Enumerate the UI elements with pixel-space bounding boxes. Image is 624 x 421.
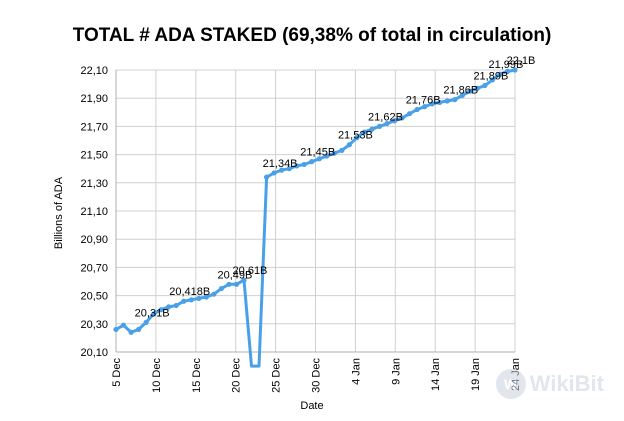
data-point <box>429 101 435 107</box>
data-point <box>196 295 202 302</box>
x-tick-label: 4 Jan <box>350 358 362 385</box>
data-point <box>489 77 496 83</box>
data-point <box>354 135 360 141</box>
data-point <box>166 304 172 310</box>
y-tick-label: 21,50 <box>80 150 108 162</box>
data-label: 20,49B <box>217 269 252 281</box>
series-layer <box>113 67 518 368</box>
data-point <box>414 106 420 113</box>
y-tick-label: 21,30 <box>80 178 108 190</box>
x-tick-label: 9 Jan <box>390 358 402 385</box>
data-point <box>151 311 157 317</box>
data-point <box>218 285 224 292</box>
x-tick-label: 14 Jan <box>430 358 442 391</box>
data-label: 21,53B <box>338 130 373 142</box>
x-axis-label: Date <box>300 400 323 412</box>
x-tick-label: 20 Dec <box>231 358 243 393</box>
y-tick-label: 21,90 <box>80 93 108 105</box>
data-point <box>203 294 209 300</box>
y-tick-label: 20,70 <box>80 262 108 274</box>
y-tick-label: 20,50 <box>80 291 108 303</box>
y-tick-label: 20,10 <box>80 347 108 359</box>
data-point <box>391 118 398 124</box>
x-tick-label: 25 Dec <box>271 358 283 393</box>
x-tick-label: 10 Dec <box>151 358 163 393</box>
data-point <box>233 281 240 287</box>
data-point <box>279 167 285 173</box>
data-point <box>188 297 194 303</box>
x-tick-label: 19 Jan <box>470 358 482 391</box>
data-point <box>241 277 247 283</box>
data-label: 20,61B <box>233 265 268 277</box>
data-point <box>135 326 142 333</box>
data-label: 21,99B <box>489 59 524 71</box>
data-point <box>120 322 127 328</box>
chart-title: TOTAL # ADA STAKED (69,38% of total in c… <box>73 25 552 46</box>
x-tick-label: 5 Dec <box>111 358 123 387</box>
data-point <box>422 104 428 110</box>
y-tick-label: 20,90 <box>80 234 108 246</box>
data-point <box>271 170 277 176</box>
data-point <box>512 67 518 73</box>
data-point <box>286 166 292 172</box>
data-point <box>181 298 187 304</box>
wikibit-logo-icon: W <box>495 369 526 399</box>
x-axis-ticks: 5 Dec 10 Dec 15 Dec 20 Dec 25 Dec 30 Dec 4 Jan… <box>111 358 522 393</box>
watermark-text: WikiBit <box>529 371 604 396</box>
data-point <box>459 92 465 98</box>
data-point <box>361 129 368 135</box>
data-point <box>452 97 458 103</box>
data-point <box>437 99 443 106</box>
y-tick-label: 21,70 <box>80 121 108 133</box>
y-tick-label: 21,10 <box>80 206 108 218</box>
data-point <box>143 319 149 325</box>
data-point <box>331 150 337 156</box>
data-label: 22,1B <box>507 55 536 67</box>
data-label: 21,34B <box>263 158 298 170</box>
data-point <box>128 329 134 335</box>
x-tick-label: 30 Dec <box>311 358 323 393</box>
data-point <box>173 302 179 309</box>
data-point <box>226 281 232 287</box>
data-point <box>467 88 473 94</box>
y-axis-ticks: 20,10 20,30 20,50 20,70 20,90 21,10 21,30 21,50… <box>80 65 108 359</box>
data-point <box>263 174 270 180</box>
data-label: 21,76B <box>406 94 441 106</box>
data-label: 21,89B <box>473 71 508 83</box>
data-point <box>407 111 413 117</box>
data-point <box>158 307 164 313</box>
data-point <box>316 156 322 162</box>
data-point <box>384 120 390 127</box>
data-label: 20,31B <box>135 307 170 319</box>
data-label: 20,418B <box>169 286 210 298</box>
data-point <box>211 291 217 297</box>
data-label: 21,45B <box>300 147 335 159</box>
y-axis-label: Billions of ADA <box>53 176 65 249</box>
data-point <box>324 153 330 159</box>
data-labels: 20,31B20,418B20,49B20,61B21,34B21,45B21,… <box>135 55 536 319</box>
data-point <box>113 326 119 333</box>
data-point <box>399 115 405 121</box>
x-tick-label: 15 Dec <box>191 358 203 393</box>
watermark: W WikiBit <box>495 369 604 399</box>
data-label: 21,86B <box>443 85 478 97</box>
data-point <box>504 68 511 75</box>
data-point <box>346 142 352 148</box>
data-point <box>294 163 300 169</box>
y-tick-label: 22,10 <box>80 65 108 77</box>
data-point <box>301 161 307 168</box>
data-point <box>339 147 345 153</box>
data-label: 21,62B <box>368 111 403 123</box>
data-point <box>369 126 375 132</box>
data-point <box>309 159 315 165</box>
data-point <box>444 98 450 104</box>
data-point <box>474 85 480 91</box>
data-point <box>376 123 383 129</box>
data-point <box>482 82 488 89</box>
grid <box>115 69 516 353</box>
y-tick-label: 20,30 <box>80 319 108 331</box>
data-point <box>497 71 503 77</box>
